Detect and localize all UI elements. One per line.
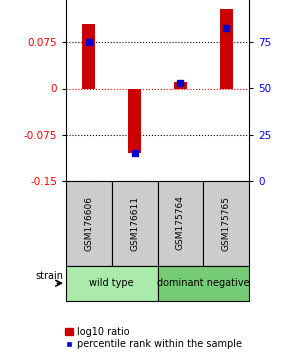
Bar bbox=[203, 181, 249, 266]
Bar bbox=[66, 266, 158, 301]
Bar bbox=[82, 24, 95, 88]
Text: GSM176611: GSM176611 bbox=[130, 195, 139, 251]
Bar bbox=[158, 181, 203, 266]
Text: strain: strain bbox=[35, 271, 63, 281]
Text: GSM175765: GSM175765 bbox=[222, 195, 231, 251]
Bar bbox=[220, 9, 232, 88]
Text: GSM175764: GSM175764 bbox=[176, 195, 185, 251]
Text: wild type: wild type bbox=[89, 278, 134, 288]
Text: dominant negative: dominant negative bbox=[157, 278, 250, 288]
Bar bbox=[128, 88, 141, 153]
Bar bbox=[158, 266, 249, 301]
Legend: log10 ratio, percentile rank within the sample: log10 ratio, percentile rank within the … bbox=[65, 327, 242, 349]
Bar bbox=[66, 181, 112, 266]
Bar bbox=[174, 82, 187, 88]
Bar bbox=[112, 181, 158, 266]
Text: GSM176606: GSM176606 bbox=[84, 195, 93, 251]
